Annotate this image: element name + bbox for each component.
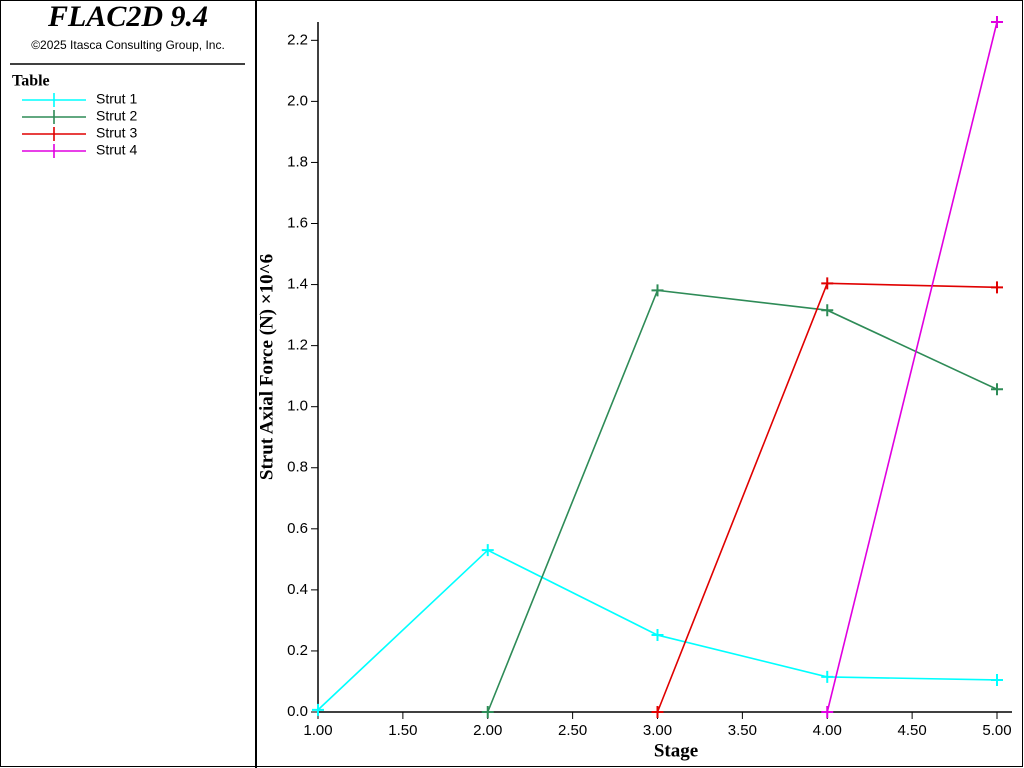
point-marker bbox=[481, 544, 494, 557]
point-marker bbox=[821, 670, 834, 683]
point-marker bbox=[651, 629, 664, 642]
point-marker bbox=[481, 706, 494, 718]
point-marker bbox=[312, 703, 324, 716]
point-marker bbox=[651, 706, 664, 718]
x-tick-label: 4.50 bbox=[898, 722, 927, 739]
x-tick-label: 1.00 bbox=[303, 722, 332, 739]
y-tick-label: 0.8 bbox=[287, 459, 308, 476]
x-tick-label: 4.00 bbox=[813, 722, 842, 739]
point-marker bbox=[991, 16, 1003, 28]
legend-label: Strut 4 bbox=[96, 142, 137, 158]
legend-swatch bbox=[22, 110, 86, 124]
legend-swatch bbox=[22, 93, 86, 107]
point-marker bbox=[991, 383, 1003, 396]
y-tick-label: 1.0 bbox=[287, 398, 308, 415]
legend-title: Table bbox=[12, 73, 50, 90]
legend-label: Strut 1 bbox=[96, 91, 137, 107]
y-tick-label: 1.4 bbox=[287, 276, 308, 293]
y-tick-label: 1.6 bbox=[287, 214, 308, 231]
x-tick-label: 3.00 bbox=[643, 722, 672, 739]
y-tick-label: 1.8 bbox=[287, 153, 308, 170]
legend-swatch bbox=[22, 144, 86, 158]
point-marker bbox=[991, 673, 1003, 686]
x-tick-label: 3.50 bbox=[728, 722, 757, 739]
y-tick-label: 0.6 bbox=[287, 520, 308, 537]
series-line bbox=[487, 289, 998, 713]
x-tick-label: 5.00 bbox=[982, 722, 1011, 739]
point-marker bbox=[651, 284, 664, 297]
y-tick-label: 1.2 bbox=[287, 337, 308, 354]
point-marker bbox=[821, 706, 834, 718]
x-axis-label: Stage bbox=[654, 740, 698, 761]
y-tick-label: 2.2 bbox=[287, 31, 308, 48]
y-tick-label: 0.0 bbox=[287, 703, 308, 720]
point-marker bbox=[991, 281, 1003, 294]
y-tick-label: 0.4 bbox=[287, 581, 308, 598]
x-tick-label: 1.50 bbox=[388, 722, 417, 739]
x-tick-label: 2.50 bbox=[558, 722, 587, 739]
point-marker bbox=[821, 304, 834, 317]
legend-label: Strut 2 bbox=[96, 108, 137, 124]
y-tick-label: 0.2 bbox=[287, 642, 308, 659]
app-title: FLAC2D 9.4 bbox=[47, 0, 208, 33]
legend-label: Strut 3 bbox=[96, 125, 137, 141]
y-axis-label: Strut Axial Force (N) ×10^6 bbox=[256, 254, 277, 480]
series-line bbox=[826, 21, 998, 713]
legend-swatch bbox=[22, 127, 86, 141]
point-marker bbox=[821, 277, 834, 290]
x-tick-label: 2.00 bbox=[473, 722, 502, 739]
copyright: ©2025 Itasca Consulting Group, Inc. bbox=[31, 38, 225, 52]
y-tick-label: 2.0 bbox=[287, 92, 308, 109]
